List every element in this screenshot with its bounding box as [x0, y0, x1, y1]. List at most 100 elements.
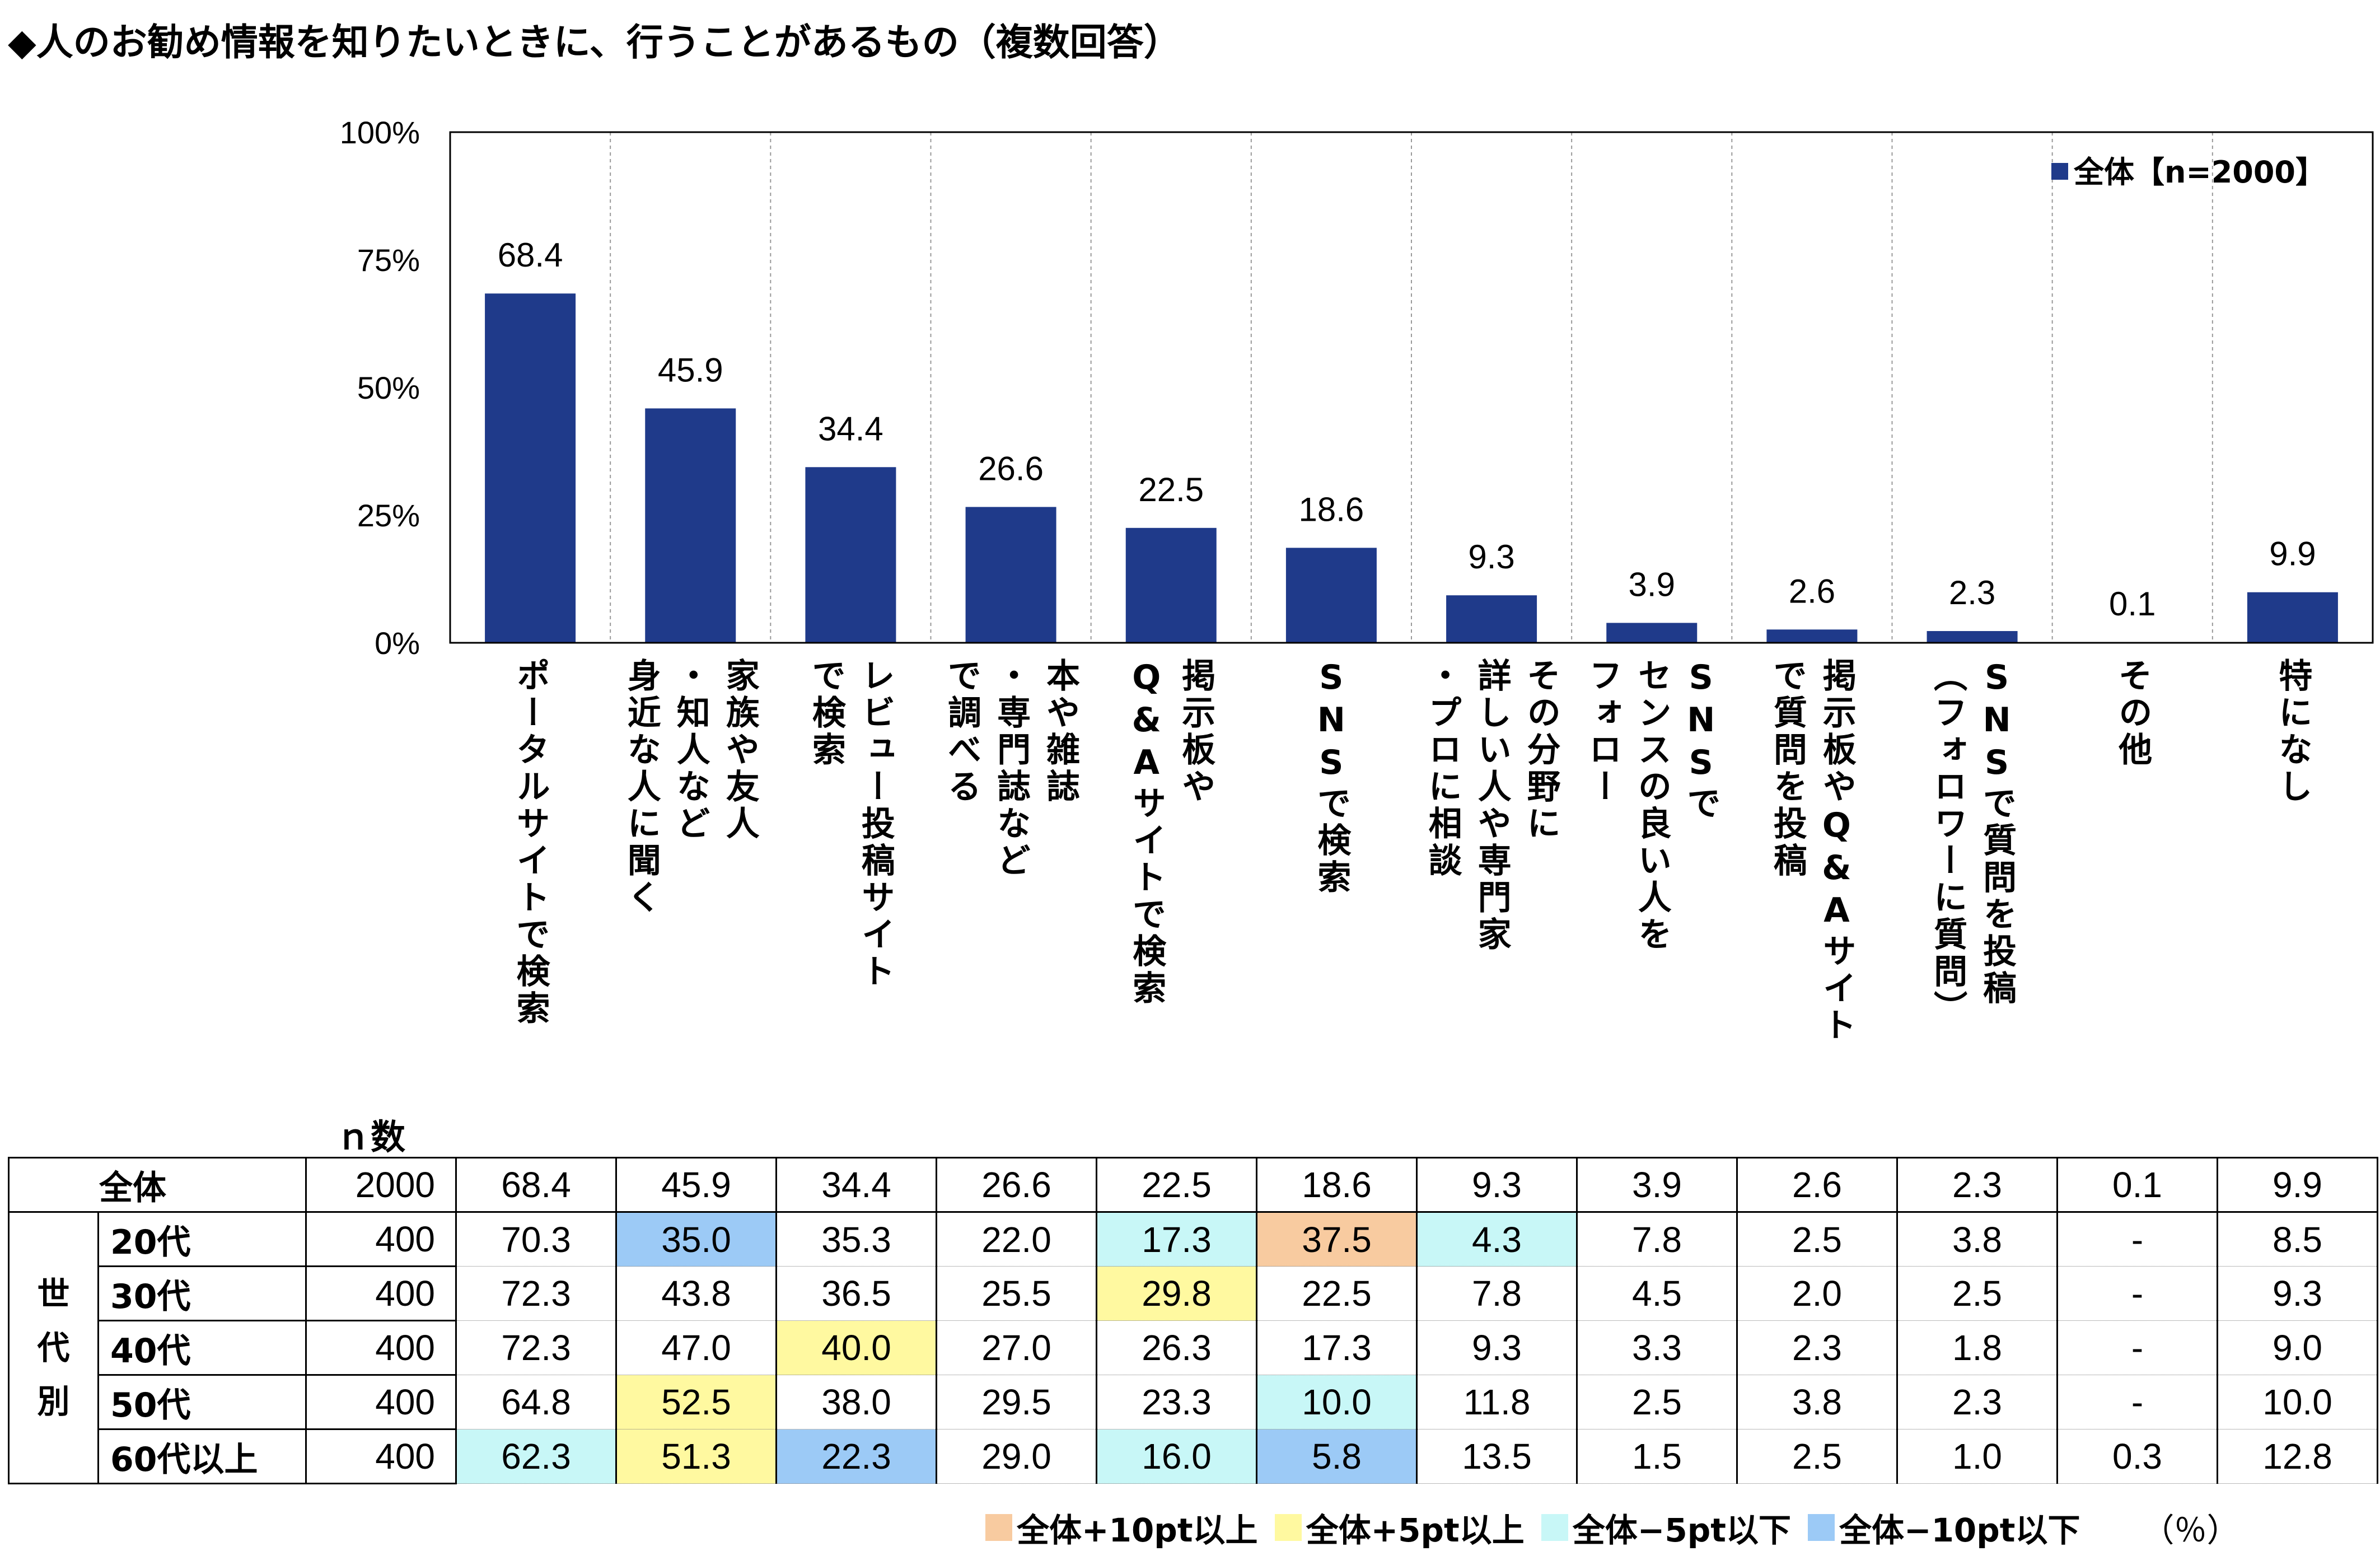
highlight-legend-item: 全体+10pt以上: [985, 1504, 1258, 1551]
bar-value-label: 68.4: [498, 236, 563, 274]
value-cell: 29.8: [1096, 1266, 1257, 1321]
value-cell: 3.8: [1896, 1212, 2058, 1267]
value-cell: 26.6: [936, 1157, 1097, 1213]
row-label: 30代: [97, 1265, 307, 1321]
value-cell: 22.3: [775, 1429, 937, 1484]
legend-swatch: [985, 1514, 1012, 1541]
value-cell: 64.8: [455, 1375, 617, 1429]
value-cell: 52.5: [615, 1375, 777, 1429]
value-cell: 29.5: [936, 1375, 1097, 1429]
category-label: 掲示板やQ&Aサイト で質問を投稿: [1768, 658, 1857, 1044]
value-cell: 16.0: [1096, 1429, 1257, 1484]
bar: [1446, 595, 1537, 643]
bar-value-label: 26.6: [978, 450, 1044, 487]
y-tick-label: 0%: [375, 625, 420, 661]
value-cell: 17.3: [1256, 1320, 1418, 1375]
y-tick-label: 100%: [340, 115, 420, 150]
n-cell: 2000: [305, 1157, 457, 1213]
value-cell: 1.0: [1896, 1429, 2058, 1484]
value-cell: 0.1: [2056, 1157, 2218, 1213]
bar: [1606, 623, 1698, 643]
highlight-legend-item: 全体−10pt以下: [1807, 1504, 2080, 1551]
bar: [965, 507, 1056, 643]
value-cell: 51.3: [615, 1429, 777, 1484]
category-label: SNSで センスの良い人を フォロー: [1583, 658, 1721, 954]
unit-label: （％）: [2141, 1511, 2239, 1549]
value-cell: 29.0: [936, 1429, 1097, 1484]
y-tick-label: 50%: [357, 370, 420, 405]
category-label: ポータルサイトで検索: [511, 658, 550, 1027]
bar-value-label: 18.6: [1299, 490, 1364, 528]
value-cell: 7.8: [1576, 1212, 1738, 1267]
value-cell: 38.0: [775, 1375, 937, 1429]
chart-legend: 全体【n=2000】: [2051, 155, 2326, 190]
value-cell: 10.0: [2217, 1375, 2378, 1429]
bar: [805, 467, 896, 643]
row-label: 50代: [97, 1374, 307, 1430]
value-cell: 1.8: [1896, 1320, 2058, 1375]
category-label: SNSで検索: [1311, 658, 1351, 896]
value-cell: 4.3: [1416, 1212, 1578, 1267]
value-cell: 5.8: [1256, 1429, 1418, 1484]
value-cell: -: [2056, 1375, 2218, 1429]
group-label: 世 代 別: [8, 1211, 99, 1484]
value-cell: 9.3: [1416, 1320, 1578, 1375]
category-label: SNSで質問を投稿 （フォロワーに質問）: [1928, 658, 2017, 1027]
category-label: レビュー投稿サイト で検索: [806, 658, 895, 991]
legend-swatch: [1274, 1514, 1302, 1541]
category-label: 掲示板や Q&Aサイトで検索: [1126, 658, 1215, 1007]
value-cell: 9.3: [1416, 1157, 1578, 1213]
value-cell: 35.3: [775, 1212, 937, 1267]
value-cell: -: [2056, 1320, 2218, 1375]
value-cell: 23.3: [1096, 1375, 1257, 1429]
bar-value-label: 2.3: [1949, 574, 1995, 611]
value-cell: 9.0: [2217, 1320, 2378, 1375]
value-cell: 4.5: [1576, 1266, 1738, 1321]
row-label: 60代以上: [97, 1428, 307, 1484]
bar-value-label: 2.6: [1789, 572, 1835, 610]
value-cell: 2.5: [1576, 1375, 1738, 1429]
bar-value-label: 0.1: [2109, 585, 2155, 623]
bar-value-label: 34.4: [818, 410, 883, 447]
legend-swatch: [1807, 1514, 1835, 1541]
legend-swatch: [1541, 1514, 1568, 1541]
bar-value-label: 9.3: [1468, 538, 1514, 576]
value-cell: 35.0: [615, 1212, 777, 1267]
row-label: 40代: [97, 1320, 307, 1376]
value-cell: 27.0: [936, 1320, 1097, 1375]
value-cell: 47.0: [615, 1320, 777, 1375]
highlight-legend-label: 全体+5pt以上: [1306, 1511, 1525, 1549]
value-cell: 2.5: [1896, 1266, 2058, 1321]
bar-value-label: 45.9: [658, 351, 723, 389]
value-cell: 70.3: [455, 1212, 617, 1267]
value-cell: 9.9: [2217, 1157, 2378, 1213]
value-cell: -: [2056, 1212, 2218, 1267]
value-cell: 34.4: [775, 1157, 937, 1213]
value-cell: 0.3: [2056, 1429, 2218, 1484]
plot-frame: [449, 131, 2374, 644]
bar-chart: 100% 75% 50% 25% 0% 68.4 45.9 34.4 26.6 22.5 18.6…: [340, 115, 2374, 661]
y-tick-label: 25%: [357, 498, 420, 533]
value-cell: 22.0: [936, 1212, 1097, 1267]
value-cell: 3.3: [1576, 1320, 1738, 1375]
bar: [2247, 592, 2338, 643]
value-cell: 40.0: [775, 1320, 937, 1375]
n-count-header: ｎ数: [336, 1116, 406, 1157]
n-cell: 400: [305, 1374, 457, 1430]
value-cell: 2.5: [1736, 1212, 1898, 1267]
row-label: 20代: [97, 1211, 307, 1267]
category-label: 特になし: [2273, 658, 2312, 806]
value-cell: 37.5: [1256, 1212, 1418, 1267]
value-cell: 72.3: [455, 1266, 617, 1321]
value-cell: 9.3: [2217, 1266, 2378, 1321]
value-cell: 3.9: [1576, 1157, 1738, 1213]
bar: [1766, 629, 1858, 643]
table-row: 30代 400 72.3 43.8 36.5 25.5 29.8 22.5 7.8 4.5 2.0 2…: [9, 1265, 2378, 1321]
value-cell: 1.5: [1576, 1429, 1738, 1484]
value-cell: 26.3: [1096, 1320, 1257, 1375]
y-tick-label: 75%: [357, 242, 420, 278]
value-cell: 2.5: [1736, 1429, 1898, 1484]
table-row: 全体 2000 68.4 45.9 34.4 26.6 22.5 18.6 9.3 3.9 2.6 2…: [8, 1157, 2378, 1213]
table-row: 60代以上 400 62.3 51.3 22.3 29.0 16.0 5.8 13.5 1.5 2.…: [9, 1428, 2378, 1484]
value-cell: 22.5: [1096, 1157, 1257, 1213]
